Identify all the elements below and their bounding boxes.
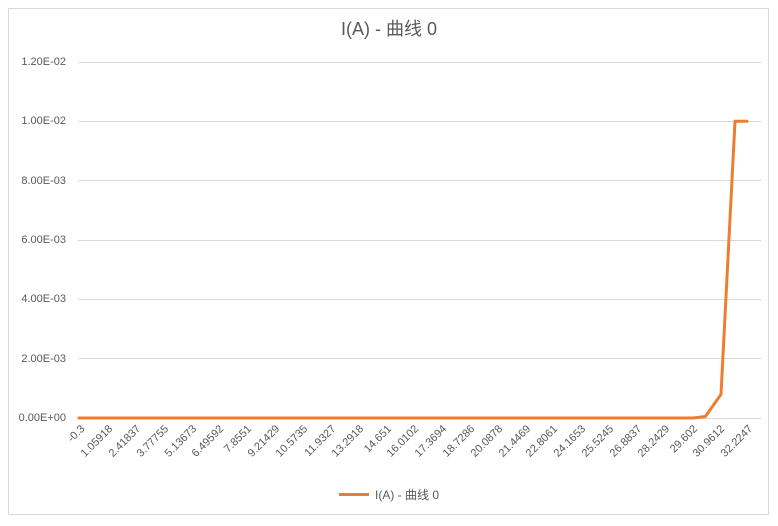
- y-axis-tick-label: 4.00E-03: [21, 293, 66, 306]
- x-axis-tick-labels: -0.3 1.05918 2.41837 3.77755 5.13673 6.49592 7…: [66, 423, 761, 483]
- gridline: [78, 358, 761, 360]
- y-axis-tick-label: 1.20E-02: [21, 56, 66, 68]
- y-axis-tick-label: 8.00E-03: [21, 174, 66, 187]
- series-line-chart: [77, 119, 749, 420]
- plot-area: [77, 61, 761, 420]
- gridline: [78, 239, 761, 241]
- y-axis-tick-label: 6.00E-03: [21, 234, 66, 246]
- gridline: [78, 298, 761, 300]
- y-axis-tick-label: 0.00E+00: [18, 412, 66, 424]
- gridline: [78, 120, 761, 122]
- gridline: [78, 61, 761, 63]
- y-axis-tick-label: 1.00E-02: [21, 115, 66, 128]
- gridline: [78, 180, 761, 182]
- series-line: [77, 119, 749, 420]
- legend-label: I(A) - 曲线 0: [374, 488, 439, 502]
- chart-title: I(A) - 曲线 0: [340, 19, 437, 39]
- legend: I(A) - 曲线 0: [0, 486, 778, 503]
- chart-frame: [8, 8, 769, 515]
- legend-line-swatch: [338, 493, 369, 496]
- y-axis-tick-label: 2.00E-03: [21, 352, 66, 365]
